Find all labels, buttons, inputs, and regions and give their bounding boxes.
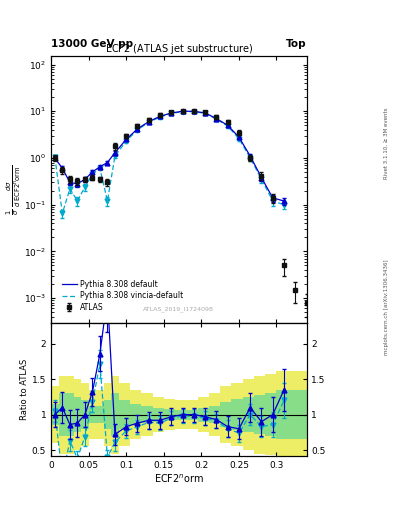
- Text: ATLAS_2019_I1724098: ATLAS_2019_I1724098: [143, 306, 214, 312]
- Y-axis label: $\frac{1}{\sigma}$ $\frac{d\sigma}{d\,\mathrm{ECF2^{n}orm}}$: $\frac{1}{\sigma}$ $\frac{d\sigma}{d\,\m…: [4, 164, 22, 215]
- Pythia 8.308 vincia-default: [75, 198, 80, 204]
- Pythia 8.308 vincia-default: [147, 119, 151, 125]
- Pythia 8.308 vincia-default: [225, 123, 230, 129]
- Pythia 8.308 vincia-default: [180, 109, 185, 115]
- Legend: Pythia 8.308 default, Pythia 8.308 vincia-default, ATLAS: Pythia 8.308 default, Pythia 8.308 vinci…: [59, 276, 186, 315]
- Pythia 8.308 vincia-default: [169, 110, 174, 116]
- Pythia 8.308 vincia-default: [214, 116, 219, 122]
- Pythia 8.308 default: [113, 150, 118, 156]
- Pythia 8.308 default: [225, 122, 230, 129]
- Pythia 8.308 default: [282, 198, 286, 204]
- Text: mcplots.cern.ch [arXiv:1306.3436]: mcplots.cern.ch [arXiv:1306.3436]: [384, 260, 389, 355]
- Pythia 8.308 default: [147, 119, 151, 125]
- Pythia 8.308 vincia-default: [191, 109, 196, 115]
- Pythia 8.308 vincia-default: [135, 127, 140, 133]
- Pythia 8.308 vincia-default: [237, 136, 241, 142]
- Text: Rivet 3.1.10, ≥ 3M events: Rivet 3.1.10, ≥ 3M events: [384, 108, 389, 179]
- Pythia 8.308 default: [68, 179, 72, 185]
- Pythia 8.308 default: [180, 108, 185, 114]
- Pythia 8.308 default: [53, 155, 57, 161]
- Pythia 8.308 vincia-default: [68, 186, 72, 192]
- Pythia 8.308 default: [203, 110, 208, 116]
- Pythia 8.308 default: [214, 115, 219, 121]
- Pythia 8.308 vincia-default: [83, 184, 87, 190]
- Pythia 8.308 default: [135, 126, 140, 132]
- Pythia 8.308 vincia-default: [270, 198, 275, 204]
- Pythia 8.308 vincia-default: [105, 198, 110, 204]
- Pythia 8.308 vincia-default: [124, 138, 129, 144]
- Pythia 8.308 default: [60, 165, 65, 172]
- X-axis label: ECF2$^{n}$orm: ECF2$^{n}$orm: [154, 472, 204, 485]
- Pythia 8.308 default: [124, 136, 129, 142]
- Pythia 8.308 default: [191, 108, 196, 114]
- Pythia 8.308 default: [83, 176, 87, 182]
- Pythia 8.308 vincia-default: [113, 153, 118, 159]
- Title: ECF2 $\mathsf{(ATLAS\ jet\ substructure)}$: ECF2 $\mathsf{(ATLAS\ jet\ substructure)…: [105, 42, 253, 56]
- Pythia 8.308 default: [105, 159, 110, 165]
- Pythia 8.308 vincia-default: [259, 176, 264, 182]
- Line: Pythia 8.308 default: Pythia 8.308 default: [55, 111, 284, 201]
- Pythia 8.308 vincia-default: [282, 202, 286, 208]
- Pythia 8.308 vincia-default: [90, 171, 95, 177]
- Pythia 8.308 default: [169, 110, 174, 116]
- Text: 13000 GeV pp: 13000 GeV pp: [51, 38, 133, 49]
- Pythia 8.308 vincia-default: [53, 154, 57, 160]
- Pythia 8.308 vincia-default: [203, 110, 208, 116]
- Pythia 8.308 default: [75, 181, 80, 187]
- Pythia 8.308 default: [158, 113, 162, 119]
- Pythia 8.308 vincia-default: [60, 210, 65, 217]
- Y-axis label: Ratio to ATLAS: Ratio to ATLAS: [20, 358, 29, 420]
- Text: Top: Top: [286, 38, 307, 49]
- Pythia 8.308 default: [237, 134, 241, 140]
- Pythia 8.308 vincia-default: [97, 165, 102, 172]
- Pythia 8.308 default: [248, 153, 253, 159]
- Pythia 8.308 default: [97, 164, 102, 170]
- Pythia 8.308 vincia-default: [248, 155, 253, 161]
- Pythia 8.308 default: [259, 175, 264, 181]
- Pythia 8.308 vincia-default: [158, 114, 162, 120]
- Pythia 8.308 default: [90, 169, 95, 175]
- Pythia 8.308 default: [270, 195, 275, 201]
- Line: Pythia 8.308 vincia-default: Pythia 8.308 vincia-default: [55, 112, 284, 214]
